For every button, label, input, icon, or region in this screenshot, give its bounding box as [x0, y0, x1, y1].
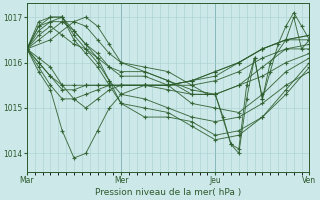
- X-axis label: Pression niveau de la mer( hPa ): Pression niveau de la mer( hPa ): [95, 188, 241, 197]
